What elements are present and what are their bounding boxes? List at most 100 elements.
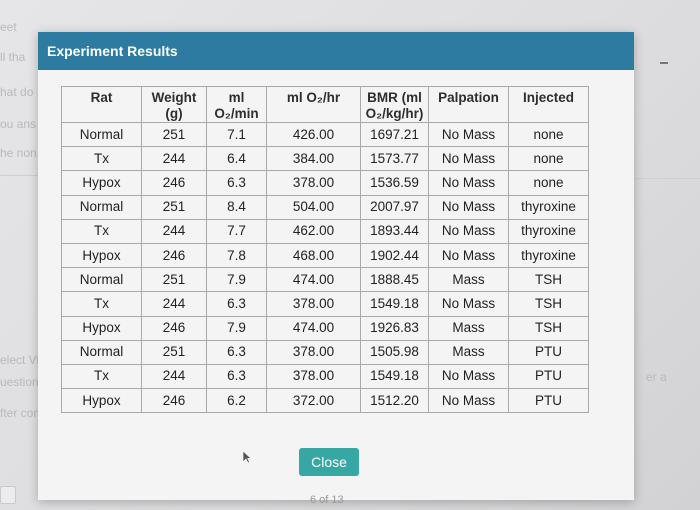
table-cell: 1893.44: [360, 218, 429, 244]
table-cell: 246: [141, 242, 207, 269]
page-indicator: 6 of 13: [310, 494, 344, 506]
table-row: Tx 244 6.3 378.00 1549.18 No Mass TSH: [61, 291, 589, 317]
table-cell: No Mass: [428, 218, 509, 244]
table-cell: thyroxine: [508, 242, 589, 269]
table-cell: TSH: [508, 291, 589, 317]
background-text: er a: [646, 370, 667, 384]
table-row: Normal 251 7.1 426.00 1697.21 No Mass none: [61, 121, 589, 148]
table-cell: Tx: [61, 218, 142, 244]
table-cell: 1549.18: [360, 363, 429, 390]
table-cell: 1573.77: [360, 146, 429, 172]
table-cell: 7.1: [206, 121, 267, 148]
table-cell: No Mass: [428, 388, 509, 414]
table-row: Tx 244 6.4 384.00 1573.77 No Mass none: [61, 146, 589, 172]
table-cell: 244: [141, 218, 207, 244]
column-header: ml O₂/hr: [266, 86, 361, 123]
table-cell: PTU: [508, 388, 589, 414]
modal-header: Experiment Results: [38, 32, 634, 70]
modal-title: Experiment Results: [47, 43, 178, 59]
table-row: Tx 244 6.3 378.00 1549.18 No Mass PTU: [61, 363, 589, 390]
table-cell: 372.00: [266, 388, 361, 414]
table-cell: 244: [141, 291, 207, 317]
table-cell: 1926.83: [360, 315, 429, 341]
table-cell: 474.00: [266, 315, 361, 341]
table-cell: 1697.21: [360, 121, 429, 148]
table-cell: 384.00: [266, 146, 361, 172]
table-cell: Normal: [61, 267, 142, 293]
table-cell: Mass: [428, 267, 509, 293]
table-cell: No Mass: [428, 363, 509, 390]
table-cell: 251: [141, 121, 207, 148]
table-cell: none: [508, 170, 589, 196]
table-cell: 7.9: [206, 267, 267, 293]
table-cell: Tx: [61, 291, 142, 317]
table-cell: 7.8: [206, 242, 267, 269]
column-header: Palpation: [428, 86, 509, 123]
background-text: he non: [0, 146, 37, 160]
background-text: fter comp: [0, 406, 51, 420]
table-cell: Normal: [61, 121, 142, 148]
table-cell: 244: [141, 363, 207, 390]
table-row: Hypox 246 7.8 468.00 1902.44 No Mass thyroxine: [61, 242, 589, 269]
table-cell: No Mass: [428, 194, 509, 220]
column-header: Injected: [508, 86, 589, 123]
table-cell: No Mass: [428, 170, 509, 196]
minimize-icon[interactable]: [660, 62, 668, 64]
table-cell: 474.00: [266, 267, 361, 293]
table-cell: Hypox: [61, 388, 142, 414]
table-row: Hypox 246 6.2 372.00 1512.20 No Mass PTU: [61, 388, 589, 414]
table-cell: 1888.45: [360, 267, 429, 293]
table-row: Normal 251 6.3 378.00 1505.98 Mass PTU: [61, 339, 589, 365]
background-text: uestion.: [0, 375, 43, 389]
table-cell: Hypox: [61, 315, 142, 341]
table-cell: Normal: [61, 339, 142, 365]
table-cell: 468.00: [266, 242, 361, 269]
table-cell: Hypox: [61, 242, 142, 269]
table-cell: Hypox: [61, 170, 142, 196]
table-cell: 7.7: [206, 218, 267, 244]
table-cell: 504.00: [266, 194, 361, 220]
close-button[interactable]: Close: [299, 448, 359, 476]
divider: [634, 178, 700, 179]
experiment-results-modal: Experiment Results Rat Weight (g) ml O₂/…: [38, 32, 634, 506]
table-cell: Mass: [428, 339, 509, 365]
table-cell: 246: [141, 170, 207, 196]
table-row: Normal 251 8.4 504.00 2007.97 No Mass thyroxin…: [61, 194, 589, 220]
background-text: ou ans: [0, 117, 37, 131]
table-cell: No Mass: [428, 291, 509, 317]
results-table: Rat Weight (g) ml O₂/min ml O₂/hr BMR (m…: [61, 86, 589, 414]
divider: [0, 175, 38, 176]
mouse-cursor-icon: [242, 450, 252, 464]
table-cell: 246: [141, 315, 207, 341]
table-cell: 1536.59: [360, 170, 429, 196]
table-cell: thyroxine: [508, 194, 589, 220]
table-cell: 378.00: [266, 291, 361, 317]
table-cell: 378.00: [266, 363, 361, 390]
table-cell: none: [508, 121, 589, 148]
table-cell: 251: [141, 267, 207, 293]
table-cell: 7.9: [206, 315, 267, 341]
table-cell: Normal: [61, 194, 142, 220]
table-cell: none: [508, 146, 589, 172]
table-cell: 8.4: [206, 194, 267, 220]
column-header: BMR (ml O₂/kg/hr): [360, 86, 429, 123]
column-header: ml O₂/min: [206, 86, 267, 123]
table-cell: TSH: [508, 267, 589, 293]
table-cell: 6.3: [206, 339, 267, 365]
table-row: Hypox 246 6.3 378.00 1536.59 No Mass none: [61, 170, 589, 196]
table-cell: 2007.97: [360, 194, 429, 220]
table-cell: 462.00: [266, 218, 361, 244]
table-row: Normal 251 7.9 474.00 1888.45 Mass TSH: [61, 267, 589, 293]
table-cell: PTU: [508, 363, 589, 390]
table-body: Normal 251 7.1 426.00 1697.21 No Mass none Tx 24…: [61, 121, 589, 414]
table-cell: thyroxine: [508, 218, 589, 244]
table-cell: Mass: [428, 315, 509, 341]
background-checkbox[interactable]: [0, 486, 16, 504]
background-text: ll tha: [0, 50, 26, 64]
table-row: Hypox 246 7.9 474.00 1926.83 Mass TSH: [61, 315, 589, 341]
table-cell: Tx: [61, 146, 142, 172]
background-text: eet: [0, 20, 17, 34]
table-cell: 251: [141, 194, 207, 220]
table-cell: No Mass: [428, 146, 509, 172]
table-cell: No Mass: [428, 121, 509, 148]
